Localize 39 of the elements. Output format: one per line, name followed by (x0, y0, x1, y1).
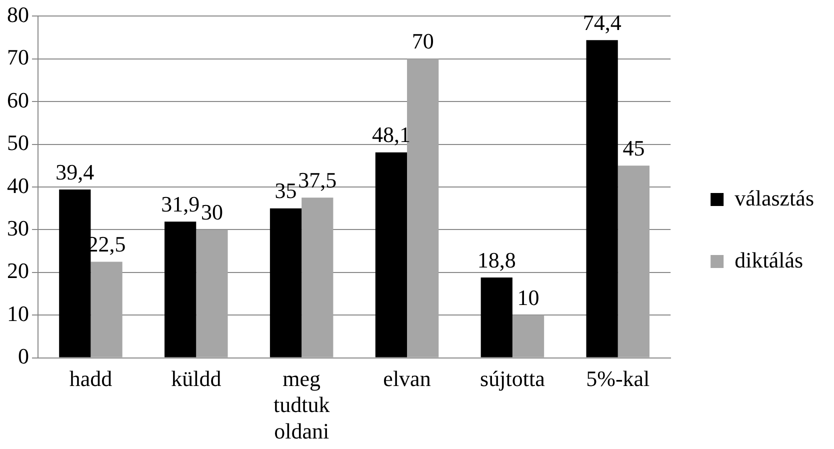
y-tick-label: 60 (7, 87, 29, 112)
bar (512, 315, 544, 358)
bar (59, 190, 91, 358)
y-tick-label: 0 (18, 344, 29, 369)
bar (586, 40, 618, 358)
data-label: 18,8 (477, 247, 516, 272)
y-tick-label: 70 (7, 44, 29, 70)
bar (164, 222, 196, 358)
y-tick-label: 50 (7, 130, 29, 156)
x-tick-label: meg tudtuk oldani (273, 366, 330, 444)
data-label: 31,9 (161, 191, 200, 216)
data-label: 45 (622, 135, 645, 160)
x-tick-label: sújtotta (480, 366, 546, 391)
y-tick-label: 10 (7, 300, 29, 326)
bar (270, 208, 302, 358)
data-label: 48,1 (372, 122, 410, 148)
y-tick-label: 40 (7, 172, 29, 198)
x-tick-label: küldd (171, 366, 222, 391)
data-label: 39,4 (56, 159, 94, 184)
data-label: 37,5 (298, 167, 337, 192)
y-tick-label: 30 (7, 215, 29, 240)
bar (480, 278, 512, 358)
data-label: 70 (412, 28, 434, 54)
y-tick-label: 20 (7, 258, 29, 284)
bar (196, 230, 228, 358)
data-label: 30 (200, 199, 223, 224)
bar (302, 198, 334, 358)
data-label: 74,4 (582, 10, 622, 35)
data-label: 35 (274, 178, 297, 204)
bar (618, 166, 650, 358)
legend-label: választás (734, 185, 814, 210)
x-tick-label: hadd (69, 366, 112, 391)
legend-label: diktálás (734, 247, 804, 272)
x-tick-label: 5%-kal (586, 366, 650, 391)
bar (375, 152, 408, 358)
data-label: 10 (517, 284, 540, 310)
bar (90, 262, 122, 358)
x-tick-label: elvan (383, 366, 431, 391)
y-tick-label: 80 (7, 2, 29, 27)
